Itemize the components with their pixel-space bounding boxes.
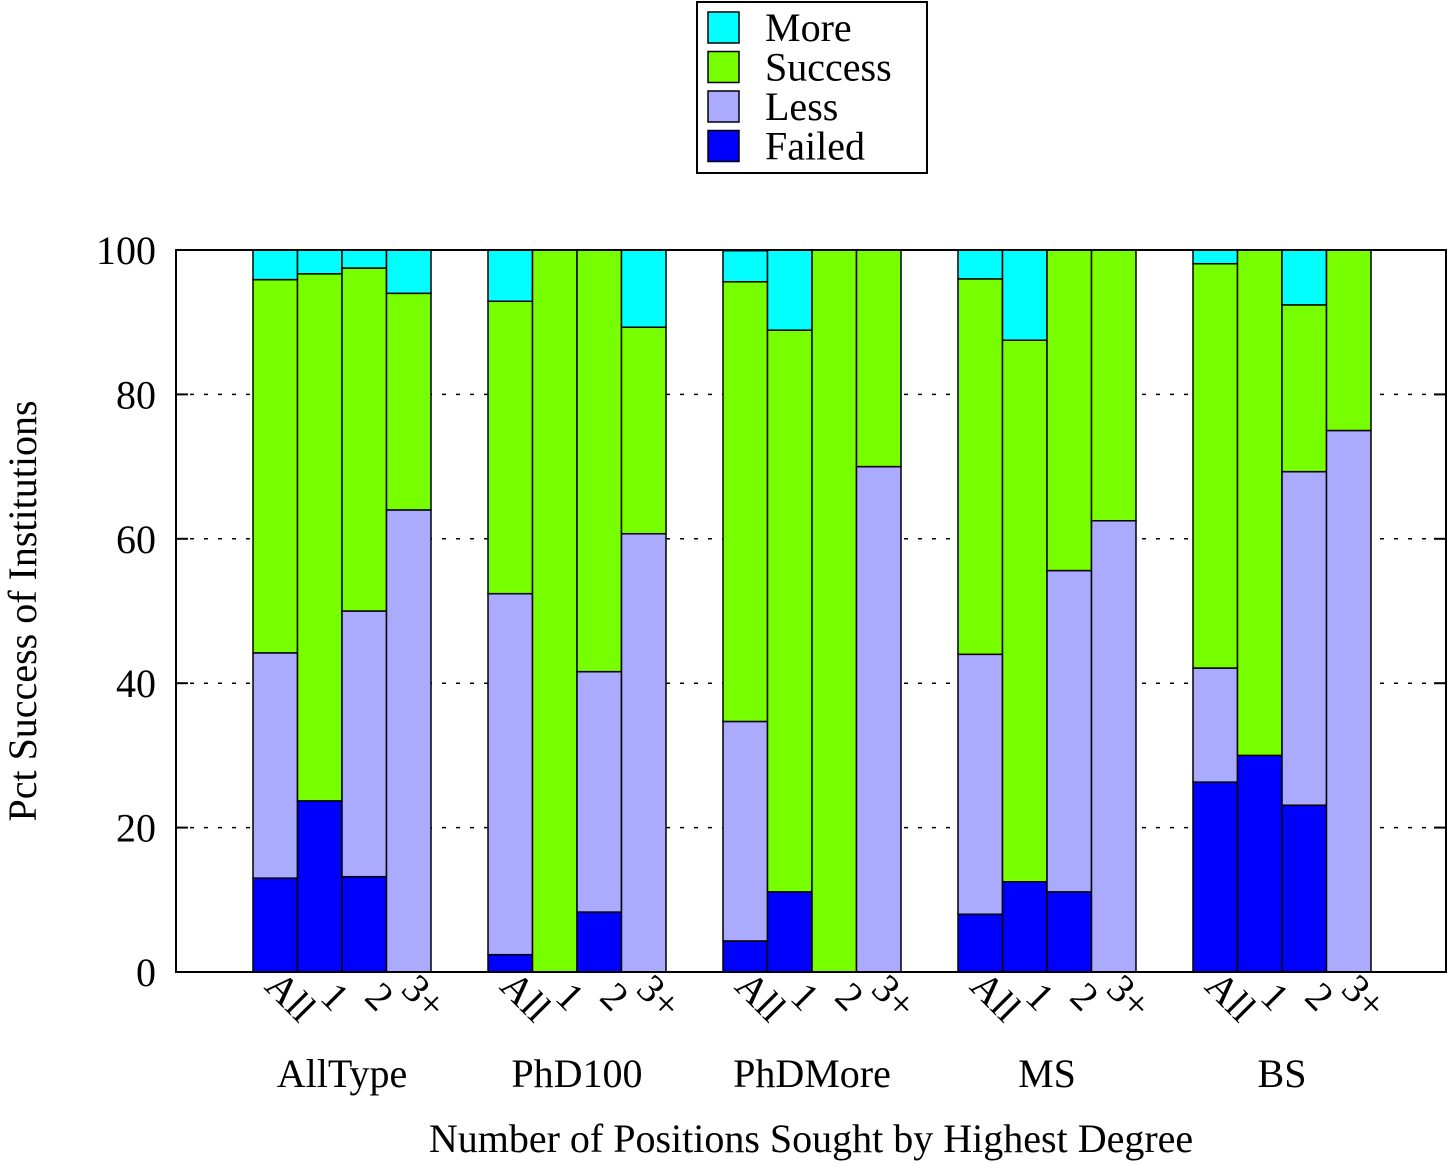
bar-segment-success xyxy=(766,329,813,893)
bars xyxy=(252,249,1372,973)
x-tick-label: 3+ xyxy=(863,965,925,1027)
legend-swatch-failed xyxy=(707,129,740,163)
y-tick-label: 40 xyxy=(116,661,156,706)
bar-segment-success xyxy=(1090,249,1137,522)
bar-segment-failed xyxy=(1001,881,1048,973)
y-tick-label: 60 xyxy=(116,517,156,562)
bar-segment-success xyxy=(1281,304,1328,473)
bar-segment-success xyxy=(487,300,534,595)
bar-segment-less xyxy=(576,670,623,913)
bar-segment-success xyxy=(855,249,902,468)
bar-segment-success xyxy=(296,273,343,802)
x-axis-label: Number of Positions Sought by Highest De… xyxy=(429,1116,1193,1161)
bar-segment-success xyxy=(252,278,299,654)
bar-segment-success xyxy=(1325,249,1372,432)
y-axis-label: Pct Success of Institutions xyxy=(0,400,45,821)
bar-segment-more xyxy=(620,249,667,329)
bar-segment-success xyxy=(957,278,1004,656)
x-tick-label: 3+ xyxy=(1098,965,1160,1027)
bar-segment-success xyxy=(1046,249,1093,572)
bar-segment-more xyxy=(957,249,1004,280)
bar-segment-less xyxy=(252,652,299,879)
legend-label-failed: Failed xyxy=(765,124,865,169)
bar-segment-success xyxy=(1236,249,1283,757)
bar-segment-more xyxy=(385,249,432,295)
bar-segment-failed xyxy=(252,877,299,973)
bar-segment-more xyxy=(252,249,299,281)
group-label: AllType xyxy=(277,1051,408,1096)
legend-swatch-more xyxy=(707,11,740,44)
bar-segment-success xyxy=(620,326,667,535)
bar-segment-failed xyxy=(576,911,623,973)
bar-segment-more xyxy=(1001,249,1048,341)
bar-segment-less xyxy=(385,509,432,973)
bar-segment-more xyxy=(296,249,343,275)
y-tick-label: 100 xyxy=(96,228,156,273)
group-label: MS xyxy=(1018,1051,1076,1096)
x-tick-label: 3+ xyxy=(1333,965,1395,1027)
bar-segment-failed xyxy=(296,800,343,973)
x-tick-labels: All123+AllTypeAll123+PhD100All123+PhDMor… xyxy=(257,962,1395,1096)
legend-swatch-less xyxy=(707,90,740,123)
bar-segment-failed xyxy=(1192,781,1239,973)
bar-segment-failed xyxy=(766,891,813,973)
legend-label-more: More xyxy=(765,5,852,50)
x-tick-label: 3+ xyxy=(393,965,455,1027)
bar-segment-success xyxy=(722,281,769,723)
bar-segment-less xyxy=(1046,569,1093,893)
bar-segment-less xyxy=(1090,520,1137,973)
bar-segment-less xyxy=(855,465,902,973)
bar-segment-less xyxy=(722,720,769,942)
bar-segment-success xyxy=(531,249,578,973)
bar-segment-more xyxy=(487,249,534,303)
legend-label-success: Success xyxy=(765,45,892,90)
bar-segment-more xyxy=(1192,249,1239,265)
group-label: BS xyxy=(1258,1051,1307,1096)
legend-swatch-success xyxy=(707,50,740,84)
bar-segment-more xyxy=(722,249,769,283)
group-label: PhD100 xyxy=(511,1051,642,1096)
bar-segment-more xyxy=(766,249,813,331)
bar-segment-less xyxy=(1281,470,1328,806)
y-tick-label: 0 xyxy=(136,950,156,995)
bar-segment-less xyxy=(957,653,1004,915)
bar-segment-failed xyxy=(1236,754,1283,973)
bar-segment-success xyxy=(385,292,432,511)
bar-segment-success xyxy=(341,267,388,612)
y-tick-label: 20 xyxy=(116,806,156,851)
bar-segment-less xyxy=(341,610,388,878)
bar-segment-failed xyxy=(1281,804,1328,973)
plot-frame xyxy=(175,249,1447,973)
y-tick-label: 80 xyxy=(116,372,156,417)
bar-segment-success xyxy=(1192,262,1239,669)
group-label: PhDMore xyxy=(733,1051,891,1096)
bar-segment-failed xyxy=(1046,891,1093,973)
bar-segment-less xyxy=(1325,429,1372,973)
bar-segment-success xyxy=(1001,339,1048,883)
bar-segment-less xyxy=(487,592,534,956)
bar-segment-failed xyxy=(341,875,388,973)
bar-segment-less xyxy=(1192,667,1239,783)
bar-segment-less xyxy=(620,532,667,973)
bar-segment-more xyxy=(341,249,388,269)
bar-segment-success xyxy=(811,249,858,973)
x-tick-label: 3+ xyxy=(628,965,690,1027)
y-ticks: 0 20 40 60 80 100 xyxy=(96,228,1446,995)
bar-segment-success xyxy=(576,249,623,673)
legend-label-less: Less xyxy=(765,84,838,129)
bar-segment-more xyxy=(1281,249,1328,306)
